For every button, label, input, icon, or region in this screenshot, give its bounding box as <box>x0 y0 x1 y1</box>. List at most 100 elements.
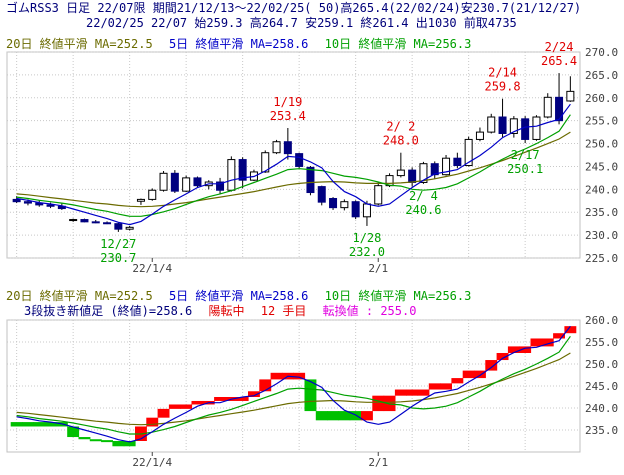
legend-bottom: 20日 終値平滑 MA=252.5 5日 終値平滑 MA=258.6 10日 終… <box>6 289 480 303</box>
candle-body <box>475 131 484 140</box>
candlestick <box>566 76 575 102</box>
break-brick <box>89 439 102 442</box>
break-brick <box>507 346 520 353</box>
annotation-value: 259.8 <box>484 80 520 94</box>
annotation-date: 2/24 <box>545 40 574 54</box>
break-panel-x-tick-label: 2/1 <box>368 456 388 469</box>
annotation-value: 230.7 <box>100 251 136 265</box>
candle-body <box>170 172 179 192</box>
status-kind: 3段抜き新値足 (終値)=258.6 <box>24 304 193 318</box>
candlestick <box>261 150 270 173</box>
candlestick <box>351 200 360 220</box>
candle-body <box>103 222 112 225</box>
candle-body <box>442 157 451 176</box>
price-panel-x-tick-label: 2/1 <box>368 262 388 275</box>
price-panel-y-tick-label: 265.0 <box>585 69 618 82</box>
candlestick <box>136 198 145 205</box>
annotation-value: 248.0 <box>383 134 419 148</box>
break-brick <box>530 338 543 347</box>
candle-body <box>114 223 123 230</box>
candle-body <box>69 219 78 222</box>
candle-body <box>509 118 518 134</box>
candlestick <box>317 185 326 206</box>
annotation-value: 253.4 <box>270 109 306 123</box>
candle-body <box>498 116 507 134</box>
break-brick <box>22 422 34 427</box>
price-panel-y-tick-label: 225.0 <box>585 252 618 265</box>
candlestick <box>295 152 304 169</box>
break-brick <box>214 397 226 401</box>
break-brick <box>101 440 113 443</box>
candle-body <box>80 219 89 223</box>
annotation-value: 232.0 <box>349 245 385 259</box>
price-panel-y-tick-label: 250.0 <box>585 138 618 151</box>
annotation-date: 1/28 <box>352 231 381 245</box>
break-brick <box>191 400 204 405</box>
ma10-line <box>16 114 571 217</box>
break-brick <box>372 395 385 412</box>
candlestick <box>114 222 123 232</box>
status-reversal: 転換値 : 255.0 <box>322 304 417 318</box>
candlestick <box>396 152 405 178</box>
legend-top-ma5: 5日 終値平滑 MA=258.6 <box>168 37 309 51</box>
break-brick <box>304 379 317 412</box>
annotation-value: 265.4 <box>541 54 577 68</box>
break-brick <box>123 441 136 447</box>
break-brick <box>394 389 407 396</box>
status-count: 12 手目 <box>260 304 307 318</box>
candlestick <box>306 165 315 196</box>
break-brick <box>157 408 170 418</box>
break-brick <box>496 353 509 361</box>
break-brick <box>519 346 532 353</box>
break-brick <box>33 422 46 427</box>
price-panel-y-tick-label: 235.0 <box>585 206 618 219</box>
candle-body <box>340 201 349 209</box>
candlestick <box>283 127 292 160</box>
break-brick <box>338 411 351 421</box>
legend-top-ma20: 20日 終値平滑 MA=252.5 <box>6 37 153 51</box>
candle-body <box>182 177 191 192</box>
break-brick <box>293 372 306 380</box>
header-line-1: ゴムRSS3 日足 22/07限 期間21/12/13～22/02/25( 50… <box>6 1 582 15</box>
break-brick <box>248 391 260 397</box>
break-brick <box>462 370 475 379</box>
price-panel-plot-frame <box>6 51 581 259</box>
price-panel-x-tick-label: 22/1/4 <box>132 262 172 275</box>
annotation-date: 12/27 <box>100 237 136 251</box>
break-brick <box>180 404 193 409</box>
candlestick <box>487 113 496 134</box>
break-panel-y-tick-label: 245.0 <box>585 380 618 393</box>
annotation-date: 2/ 4 <box>409 189 438 203</box>
candlestick <box>475 127 484 142</box>
header-line-2: 22/02/25 22/07 始259.3 高264.7 安259.1 終261… <box>86 16 517 30</box>
break-brick <box>259 379 272 392</box>
candlestick <box>555 73 564 125</box>
candle-body <box>487 116 496 133</box>
candle-body <box>566 90 575 102</box>
candle-body <box>238 159 247 181</box>
break-brick <box>541 338 554 347</box>
break-panel-y-tick-label: 235.0 <box>585 424 618 437</box>
break-panel-y-tick-label: 255.0 <box>585 336 618 349</box>
break-panel-y-tick-label: 250.0 <box>585 358 618 371</box>
break-panel-x-tick-label: 22/1/4 <box>132 456 172 469</box>
break-brick <box>406 389 419 396</box>
break-brick <box>168 404 181 409</box>
candlestick <box>329 197 338 210</box>
candle-body <box>464 138 473 167</box>
candlestick <box>272 139 281 155</box>
candle-body <box>521 118 530 140</box>
candle-body <box>374 185 383 205</box>
break-brick <box>44 422 57 427</box>
break-brick <box>474 370 486 379</box>
candle-body <box>148 189 157 200</box>
price-panel-y-tick-label: 260.0 <box>585 92 618 105</box>
candle-body <box>396 169 405 177</box>
status-bottom: 3段抜き新値足 (終値)=258.6 陽転中 12 手目 転換値 : 255.0 <box>24 304 425 318</box>
candlestick <box>80 218 89 223</box>
candlestick <box>430 161 439 179</box>
break-brick <box>112 441 125 447</box>
candle-body <box>543 96 552 118</box>
candlestick <box>453 152 462 169</box>
break-brick <box>10 422 23 427</box>
